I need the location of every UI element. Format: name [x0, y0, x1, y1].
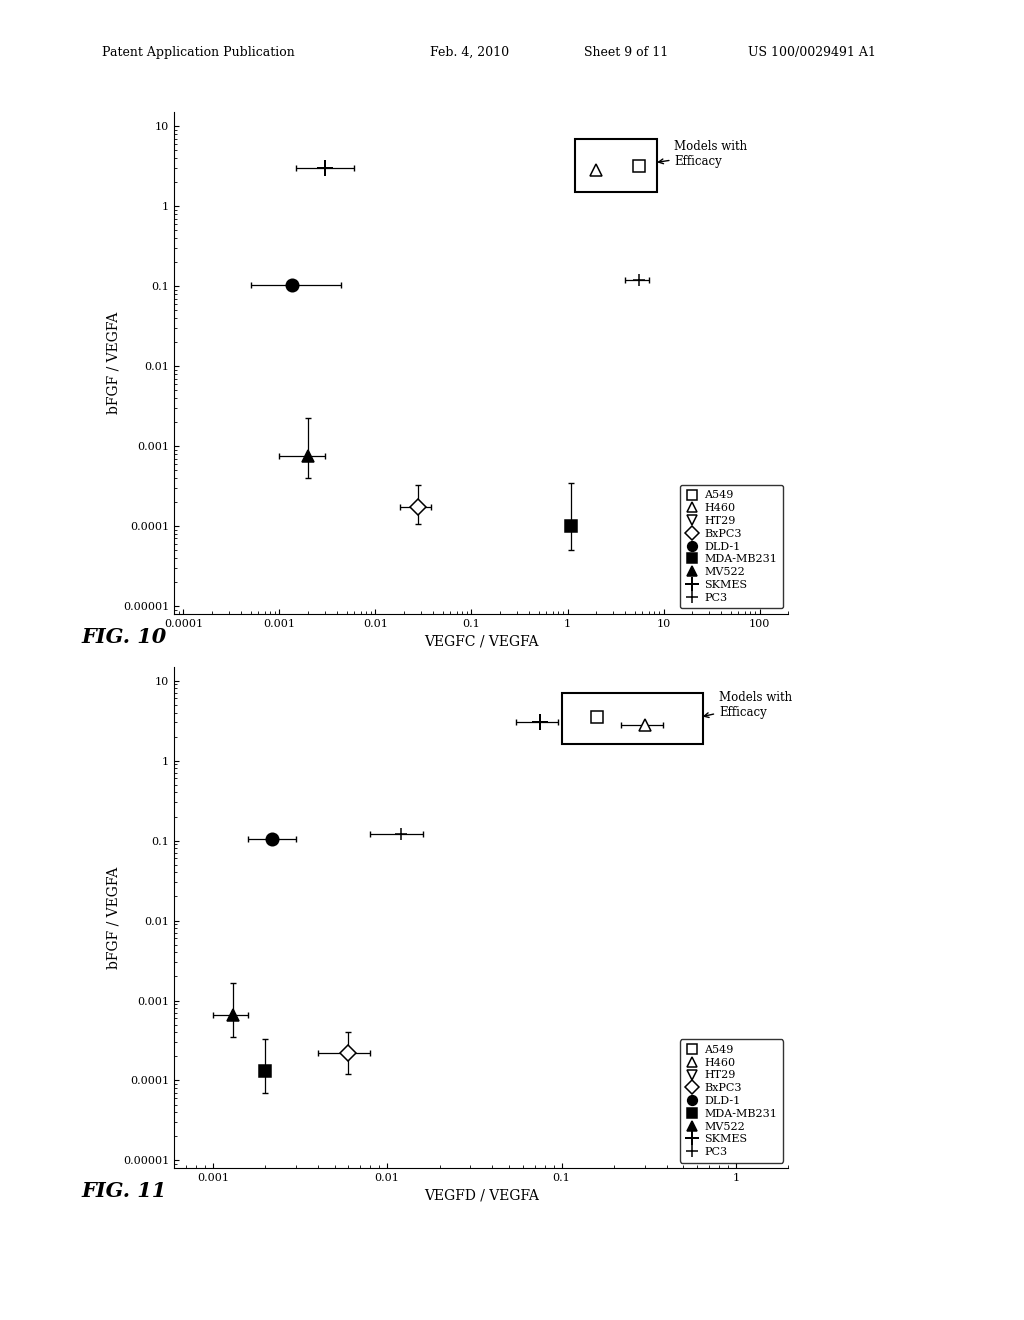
Bar — [575, 139, 656, 193]
Text: Patent Application Publication: Patent Application Publication — [102, 46, 295, 59]
Text: US 100/0029491 A1: US 100/0029491 A1 — [748, 46, 876, 59]
Text: Models with
Efficacy: Models with Efficacy — [658, 140, 748, 168]
X-axis label: VEGFC / VEGFA: VEGFC / VEGFA — [424, 634, 539, 648]
Text: Models with
Efficacy: Models with Efficacy — [705, 690, 793, 719]
Bar — [561, 693, 703, 744]
Text: Sheet 9 of 11: Sheet 9 of 11 — [584, 46, 668, 59]
Y-axis label: bFGF / VEGFA: bFGF / VEGFA — [106, 312, 120, 414]
Text: Feb. 4, 2010: Feb. 4, 2010 — [430, 46, 509, 59]
X-axis label: VEGFD / VEGFA: VEGFD / VEGFA — [424, 1188, 539, 1203]
Text: FIG. 11: FIG. 11 — [82, 1181, 167, 1201]
Legend: A549, H460, HT29, BxPC3, DLD-1, MDA-MB231, MV522, SKMES, PC3: A549, H460, HT29, BxPC3, DLD-1, MDA-MB23… — [680, 484, 783, 609]
Text: FIG. 10: FIG. 10 — [82, 627, 167, 647]
Y-axis label: bFGF / VEGFA: bFGF / VEGFA — [106, 866, 120, 969]
Legend: A549, H460, HT29, BxPC3, DLD-1, MDA-MB231, MV522, SKMES, PC3: A549, H460, HT29, BxPC3, DLD-1, MDA-MB23… — [680, 1039, 783, 1163]
